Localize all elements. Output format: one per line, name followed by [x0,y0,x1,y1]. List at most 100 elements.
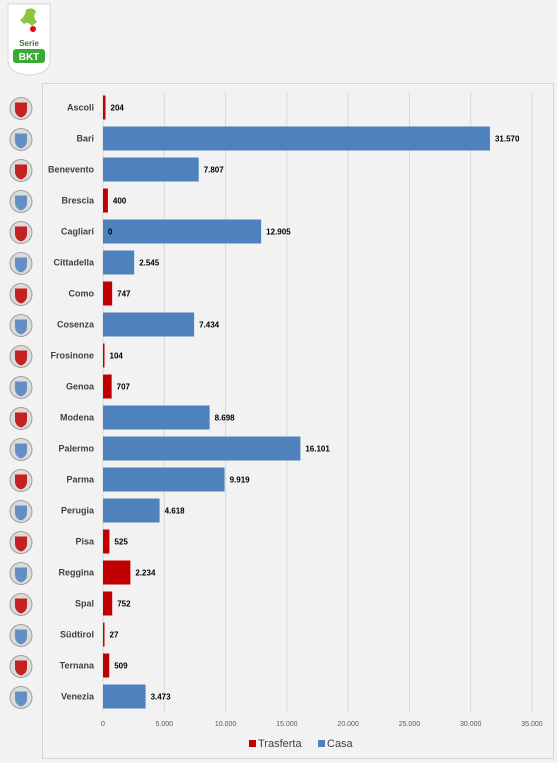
bar-casa [103,312,195,337]
legend-label-trasferta: Trasferta [258,738,302,750]
player-silhouette-icon [20,8,37,26]
data-label: 3.473 [151,693,172,702]
team-crest-icon [9,97,33,120]
category-label: Perugia [61,506,95,516]
category-label: Brescia [61,196,95,206]
data-label: 2.234 [135,569,156,578]
bar-casa [103,405,210,430]
x-tick-label: 20.000 [337,721,359,728]
team-crest-icon [9,531,33,554]
bar-casa [103,467,225,492]
team-crest-icon [9,128,33,151]
team-crest-icon [9,624,33,647]
legend-label-casa: Casa [327,738,354,750]
team-crest-icon [9,221,33,244]
category-label: Venezia [61,692,95,702]
data-label: 7.434 [199,321,220,330]
data-label: 27 [110,631,119,640]
legend-swatch-casa [318,740,325,747]
data-label: 707 [117,383,131,392]
team-crest-icon [9,345,33,368]
data-label: 4.618 [165,507,186,516]
x-tick-label: 5.000 [156,721,174,728]
bar-trasferta [103,374,112,399]
bar-trasferta [103,591,113,616]
team-crest-icon [9,562,33,585]
category-label: Genoa [66,382,95,392]
category-label: Reggina [58,568,94,578]
team-crest-icon [9,190,33,213]
bar-casa [103,219,262,244]
team-crest-icon [9,469,33,492]
bar-casa [103,126,490,151]
category-label: Como [69,289,95,299]
category-label: Ternana [60,661,95,671]
data-label: 747 [117,290,131,299]
data-label: 204 [111,104,125,113]
category-label: Cosenza [57,320,95,330]
team-crest-icon [9,376,33,399]
legend-swatch-trasferta [249,740,256,747]
team-crest-icon [9,655,33,678]
category-label: Modena [60,413,95,423]
team-crests-column [9,97,33,709]
serie-bkt-logo: Serie BKT [7,3,51,76]
category-label: Parma [66,475,95,485]
x-tick-label: 35.000 [521,721,543,728]
category-label: Benevento [48,165,95,175]
team-crest-icon [9,593,33,616]
team-crest-icon [9,314,33,337]
logo-serie-text: Serie [19,39,39,48]
bar-trasferta [103,343,105,368]
category-label: Ascoli [67,103,94,113]
gridlines [102,92,533,713]
bar-casa [103,684,146,709]
team-crest-icon [9,438,33,461]
x-tick-label: 0 [101,721,105,728]
data-label: 31.570 [495,135,520,144]
bar-trasferta [103,529,110,554]
data-label: 8.698 [215,414,236,423]
category-label: Pisa [75,537,95,547]
bar-trasferta [103,560,131,585]
data-label: 400 [113,197,127,206]
category-label: Cittadella [53,258,95,268]
x-tick-label: 25.000 [399,721,421,728]
legend: Trasferta Casa [249,738,354,750]
data-label: 509 [114,662,128,671]
team-crest-icon [9,283,33,306]
category-label: Spal [75,599,94,609]
category-label: Bari [76,134,94,144]
team-crest-icon [9,252,33,275]
bar-trasferta [103,95,106,120]
bar-trasferta [103,653,110,678]
team-crest-icon [9,500,33,523]
data-label: 752 [117,600,131,609]
data-label: 16.101 [305,445,330,454]
bar-trasferta [103,188,108,213]
bar-casa [103,498,160,523]
category-label: Südtirol [60,630,94,640]
bar-chart: 0 5.000 10.000 15.000 20.000 25.000 30.000 35.0… [48,92,543,750]
x-tick-label: 30.000 [460,721,482,728]
team-crest-icon [9,407,33,430]
bar-trasferta [103,622,105,647]
bar-casa [103,436,301,461]
category-label: Palermo [58,444,94,454]
data-label: 9.919 [230,476,251,485]
team-crest-icon [9,159,33,182]
logo-bkt-text: BKT [19,52,40,63]
bar-casa [103,157,199,182]
labels: 0 5.000 10.000 15.000 20.000 25.000 30.000 35.0… [48,103,543,729]
data-label: 12.905 [266,228,291,237]
team-crest-icon [9,686,33,709]
bars [103,95,490,709]
data-label: 104 [110,352,124,361]
data-label: 525 [114,538,128,547]
data-label: 2.545 [139,259,160,268]
data-label-zero: 0 [108,228,113,237]
category-label: Cagliari [61,227,94,237]
data-label: 7.807 [204,166,225,175]
category-label: Frosinone [50,351,94,361]
bar-casa [103,250,135,275]
